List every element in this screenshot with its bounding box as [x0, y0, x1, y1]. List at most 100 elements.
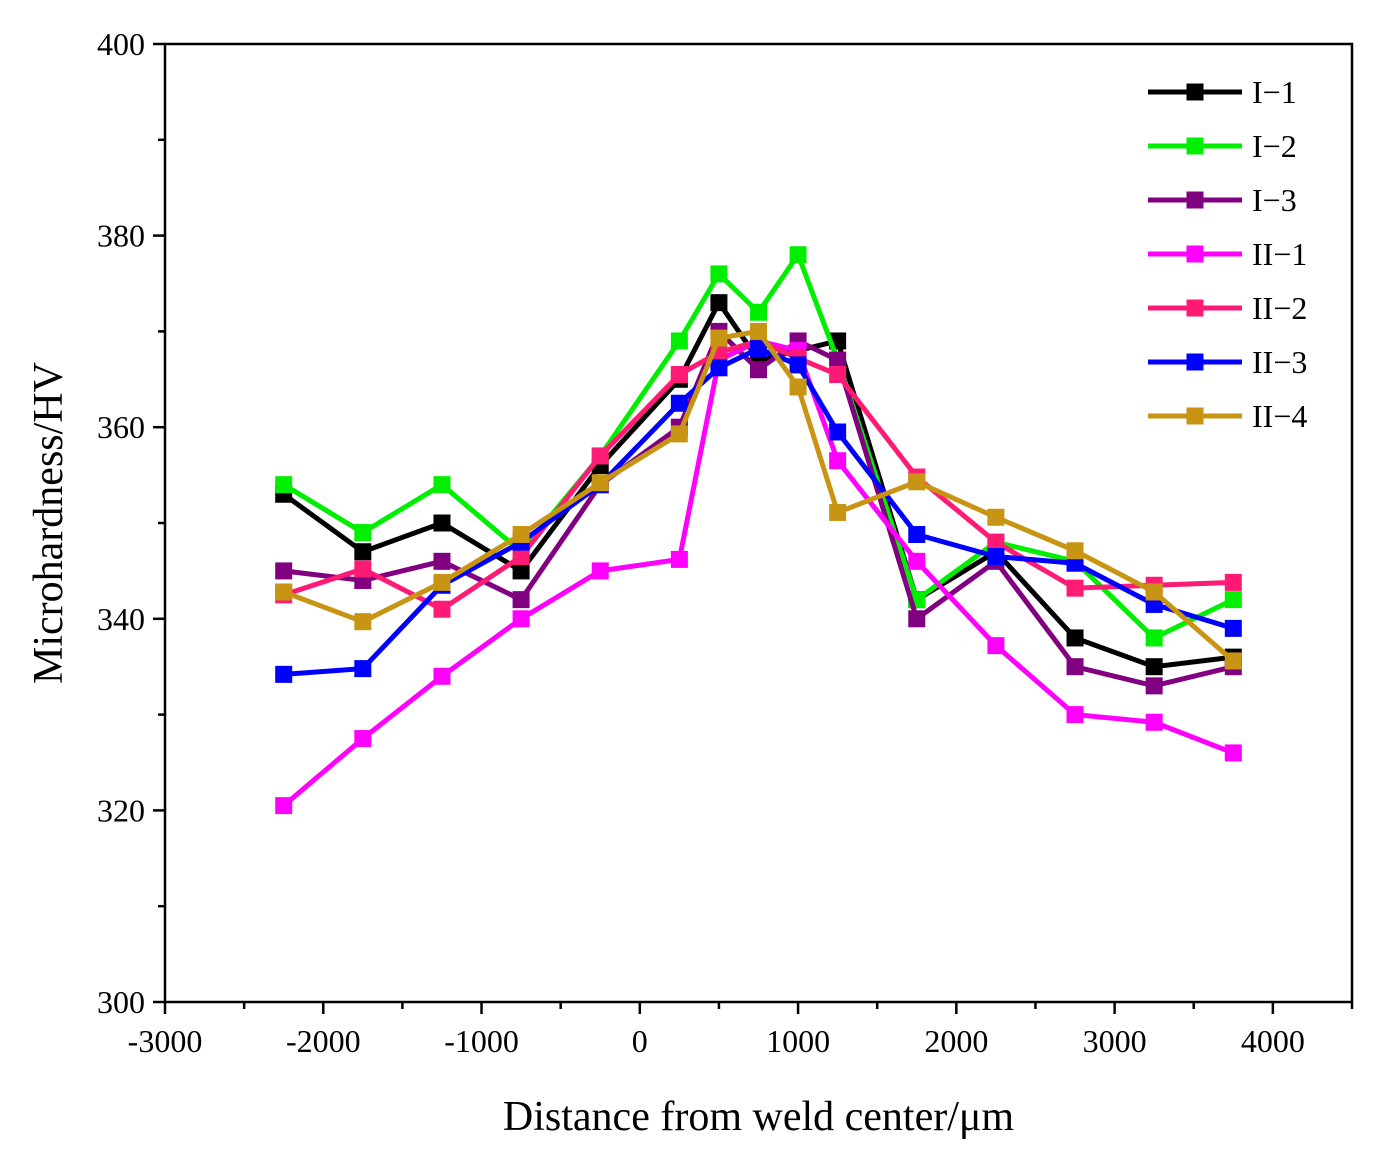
legend-item: I−2 — [1148, 128, 1297, 164]
data-point — [433, 552, 451, 570]
y-tick-label: 360 — [97, 409, 145, 445]
series-II−4 — [275, 322, 1242, 670]
data-point — [829, 452, 847, 470]
data-point — [275, 583, 293, 601]
data-point — [1066, 629, 1084, 647]
plot-data — [275, 246, 1242, 815]
data-point — [908, 610, 926, 628]
legend-item: II−4 — [1148, 398, 1307, 434]
data-point — [1145, 583, 1163, 601]
legend-marker — [1186, 191, 1204, 209]
legend-label: II−4 — [1252, 398, 1307, 434]
data-point — [1224, 744, 1242, 762]
x-axis-title: Distance from weld center/μm — [503, 1094, 1014, 1140]
legend-label: I−2 — [1252, 128, 1297, 164]
data-point — [789, 378, 807, 396]
data-point — [670, 550, 688, 568]
data-point — [275, 665, 293, 683]
data-point — [275, 797, 293, 815]
data-point — [1224, 591, 1242, 609]
legend-marker — [1186, 407, 1204, 425]
data-point — [670, 366, 688, 384]
data-point — [750, 322, 767, 340]
data-point — [512, 548, 530, 566]
data-point — [512, 525, 530, 543]
data-point — [354, 524, 372, 542]
data-point — [512, 591, 530, 609]
data-point — [987, 637, 1005, 655]
data-point — [1145, 629, 1163, 647]
data-point — [1145, 658, 1163, 676]
data-point — [750, 361, 767, 379]
legend-marker — [1186, 299, 1204, 317]
x-tick-label: -3000 — [128, 1023, 203, 1059]
data-point — [354, 730, 372, 748]
data-point — [710, 265, 728, 283]
legend-label: II−3 — [1252, 344, 1307, 380]
data-point — [908, 525, 926, 543]
legend-label: I−3 — [1252, 182, 1297, 218]
data-point — [1066, 579, 1084, 597]
data-point — [512, 562, 530, 580]
data-point — [433, 667, 451, 685]
data-point — [789, 246, 807, 264]
legend-item: II−2 — [1148, 290, 1307, 326]
x-tick-label: 1000 — [766, 1023, 830, 1059]
x-tick-label: -2000 — [286, 1023, 361, 1059]
data-point — [354, 560, 372, 578]
legend-item: II−3 — [1148, 344, 1307, 380]
data-point — [710, 329, 728, 347]
data-point — [275, 562, 293, 580]
x-tick-label: 3000 — [1083, 1023, 1147, 1059]
y-tick-label: 300 — [97, 984, 145, 1020]
y-tick-label: 320 — [97, 792, 145, 828]
data-point — [512, 610, 530, 628]
x-tick-label: 0 — [632, 1023, 648, 1059]
data-point — [433, 600, 451, 618]
data-point — [1224, 652, 1242, 670]
data-point — [1224, 619, 1242, 637]
y-axis-title: Microhardness/HV — [26, 362, 72, 684]
data-point — [1066, 658, 1084, 676]
y-tick-label: 340 — [97, 601, 145, 637]
data-point — [987, 508, 1005, 526]
axes: -3000 -2000 -1000 0 1000 2000 3000 4000 300 320 34… — [97, 26, 1354, 1059]
data-point — [1145, 677, 1163, 695]
data-point — [1066, 706, 1084, 724]
data-point — [670, 425, 688, 443]
data-point — [670, 332, 688, 350]
legend-label: II−1 — [1252, 236, 1307, 272]
x-tick-label: -1000 — [444, 1023, 519, 1059]
data-point — [591, 447, 609, 465]
legend-item: II−1 — [1148, 236, 1307, 272]
legend-marker — [1186, 83, 1204, 101]
data-point — [1066, 542, 1084, 560]
data-point — [750, 340, 767, 358]
x-tick-label: 2000 — [924, 1023, 988, 1059]
legend-label: I−1 — [1252, 74, 1297, 110]
y-tick-label: 400 — [97, 26, 145, 62]
legend-marker — [1186, 353, 1204, 371]
data-point — [908, 552, 926, 570]
data-point — [1145, 713, 1163, 731]
data-point — [433, 514, 451, 532]
data-point — [789, 356, 807, 374]
legend-item: I−1 — [1148, 74, 1297, 110]
data-point — [275, 476, 293, 494]
x-tick-label: 4000 — [1241, 1023, 1305, 1059]
data-point — [354, 613, 372, 631]
data-point — [987, 533, 1005, 551]
data-point — [829, 366, 847, 384]
data-point — [591, 474, 609, 492]
data-point — [591, 562, 609, 580]
data-point — [710, 294, 728, 312]
legend-marker — [1186, 245, 1204, 263]
data-point — [354, 660, 372, 678]
data-point — [710, 359, 728, 377]
legend: I−1 I−2 I−3 II−1 II−2 II−3 II−4 — [1148, 74, 1307, 434]
data-point — [829, 351, 847, 369]
data-point — [433, 573, 451, 591]
data-point — [670, 394, 688, 412]
data-point — [433, 476, 451, 494]
